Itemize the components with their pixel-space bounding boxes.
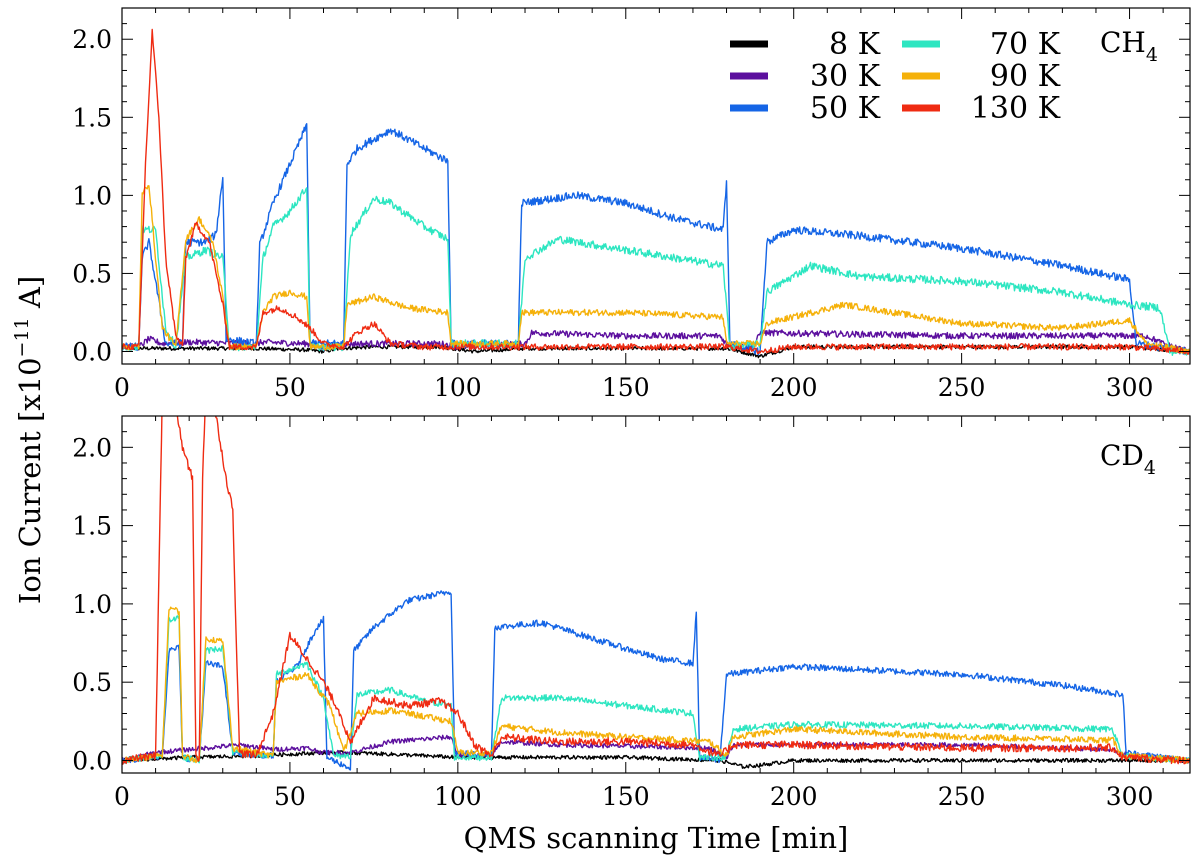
legend-label-130k: 130 K: [971, 91, 1061, 126]
cd4-axis-ticks: 0 50 100 150 200 250 300 0.0 0.5 1.0 1.5 2.0: [72, 415, 1190, 811]
x-axis-title: QMS scanning Time [min]: [464, 821, 849, 855]
ch4-panel: 0 50 100 150 200 250 300 0.0 0.5 1.0 1.5 2.0 CH4 8 …: [72, 7, 1191, 402]
legend-label-8k: 8 K: [829, 27, 881, 62]
legend-label-50k: 50 K: [810, 91, 881, 126]
ch4-series-30k: [122, 329, 1190, 355]
ch4-ytick-label: 1.5: [72, 103, 112, 132]
cd4-xtick-label: 150: [602, 782, 650, 811]
ch4-xtick-label: 300: [1106, 373, 1154, 402]
cd4-panel-label: CD4: [1100, 439, 1156, 479]
ch4-xtick-label: 250: [938, 373, 986, 402]
ch4-series-130k: [122, 28, 1190, 355]
cd4-xtick-label: 200: [770, 782, 818, 811]
cd4-xtick-label: 300: [1106, 782, 1154, 811]
cd4-xtick-label: 250: [938, 782, 986, 811]
legend-label-90k: 90 K: [990, 59, 1061, 94]
ch4-xtick-label: 100: [434, 373, 482, 402]
cd4-series-8k: [122, 750, 1190, 769]
ch4-panel-label: CH4: [1100, 26, 1158, 66]
cd4-xtick-label: 50: [274, 782, 306, 811]
legend-label-70k: 70 K: [990, 27, 1061, 62]
cd4-series-130k: [122, 416, 1190, 765]
ch4-xtick-label: 150: [602, 373, 650, 402]
ch4-axis-ticks: 0 50 100 150 200 250 300 0.0 0.5 1.0 1.5 2.0: [72, 7, 1190, 402]
cd4-ytick-label: 0.5: [72, 668, 112, 697]
cd4-ytick-label: 2.0: [72, 433, 112, 462]
cd4-series-70k: [122, 614, 1190, 765]
ch4-ytick-label: 2.0: [72, 25, 112, 54]
ch4-xtick-label: 50: [274, 373, 306, 402]
ch4-series-50k: [122, 123, 1190, 356]
cd4-series-90k: [122, 606, 1190, 764]
ch4-xtick-label: 200: [770, 373, 818, 402]
cd4-xtick-label: 100: [434, 782, 482, 811]
ch4-series-group: [122, 28, 1190, 359]
cd4-plot-frame: [121, 415, 1191, 774]
cd4-series-group: [122, 416, 1190, 771]
cd4-ytick-label: 1.5: [72, 512, 112, 541]
ch4-xtick-label: 0: [114, 373, 130, 402]
cd4-xtick-label: 0: [114, 782, 130, 811]
cd4-ytick-label: 0.0: [72, 746, 112, 775]
y-axis-title: Ion Current [x10−11 A]: [11, 276, 47, 604]
ch4-ytick-label: 0.0: [72, 338, 112, 367]
ch4-series-70k: [122, 187, 1190, 356]
ch4-series-90k: [122, 185, 1190, 354]
cd4-panel: 0 50 100 150 200 250 300 0.0 0.5 1.0 1.5 2.0 CD4: [72, 415, 1191, 811]
cd4-series-50k: [122, 590, 1190, 771]
legend-label-30k: 30 K: [810, 59, 881, 94]
ch4-plot-frame: [121, 7, 1191, 365]
ch4-ytick-label: 1.0: [72, 181, 112, 210]
cd4-ytick-label: 1.0: [72, 590, 112, 619]
ch4-ytick-label: 0.5: [72, 259, 112, 288]
